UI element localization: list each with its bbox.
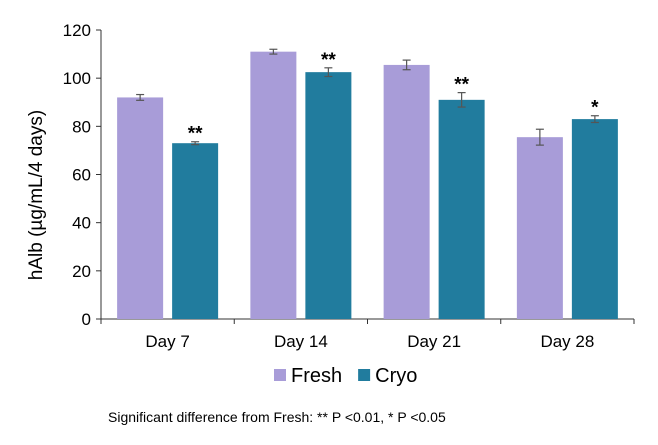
- legend: Fresh Cryo: [274, 365, 417, 387]
- significance-marker: **: [188, 124, 203, 145]
- y-axis-title: hAlb (µg/mL/4 days): [26, 110, 47, 280]
- x-tick-label: Day 14: [274, 332, 328, 351]
- bar-fresh: [383, 64, 430, 319]
- bar-cryo: [438, 99, 485, 319]
- bars: [117, 48, 618, 320]
- x-tick-label: Day 28: [540, 332, 594, 351]
- bar-cryo: [305, 72, 352, 319]
- legend-swatch-fresh: [274, 369, 286, 381]
- legend-swatch-cryo: [358, 369, 371, 381]
- bar-fresh: [250, 51, 297, 320]
- bar-cryo: [172, 143, 219, 319]
- y-tick-label: 120: [63, 21, 91, 40]
- y-tick-label: 20: [72, 262, 91, 281]
- labels: 0 20 40 60 80 100 120 ** Day 7 ** Day 14 ** Day 21 * D…: [63, 21, 600, 351]
- bar-fresh: [516, 137, 563, 319]
- significance-marker: *: [591, 98, 599, 119]
- y-tick-label: 80: [72, 117, 91, 136]
- y-tick-label: 100: [63, 69, 91, 88]
- footnote: Significant difference from Fresh: ** P …: [108, 409, 446, 425]
- legend-label-fresh: Fresh: [291, 365, 342, 387]
- x-tick-label: Day 7: [145, 332, 189, 351]
- bar-fresh: [117, 97, 164, 319]
- bar-cryo: [571, 119, 618, 319]
- x-tick-label: Day 21: [407, 332, 461, 351]
- y-tick-label: 40: [72, 214, 91, 233]
- significance-marker: **: [454, 75, 469, 96]
- y-tick-label: 60: [72, 166, 91, 185]
- significance-marker: **: [321, 50, 336, 71]
- legend-label-cryo: Cryo: [375, 365, 417, 387]
- y-tick-label: 0: [82, 310, 91, 329]
